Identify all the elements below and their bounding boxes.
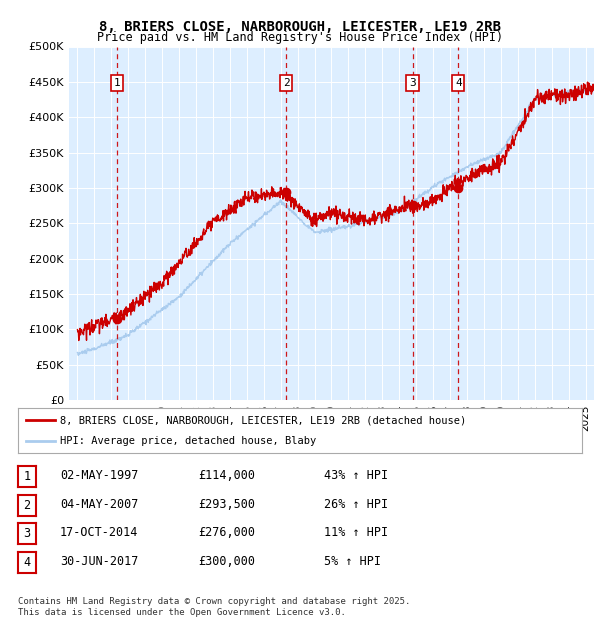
- Text: 04-MAY-2007: 04-MAY-2007: [60, 498, 139, 510]
- Text: 1: 1: [113, 78, 121, 88]
- Text: 02-MAY-1997: 02-MAY-1997: [60, 469, 139, 482]
- Text: 4: 4: [455, 78, 462, 88]
- Text: 2: 2: [23, 498, 31, 511]
- Text: 8, BRIERS CLOSE, NARBOROUGH, LEICESTER, LE19 2RB (detached house): 8, BRIERS CLOSE, NARBOROUGH, LEICESTER, …: [60, 415, 467, 425]
- Text: 1: 1: [23, 470, 31, 483]
- Text: 43% ↑ HPI: 43% ↑ HPI: [324, 469, 388, 482]
- Text: 3: 3: [23, 527, 31, 540]
- Text: £276,000: £276,000: [198, 526, 255, 539]
- Text: HPI: Average price, detached house, Blaby: HPI: Average price, detached house, Blab…: [60, 436, 317, 446]
- Text: £300,000: £300,000: [198, 555, 255, 567]
- Text: 11% ↑ HPI: 11% ↑ HPI: [324, 526, 388, 539]
- Text: 5% ↑ HPI: 5% ↑ HPI: [324, 555, 381, 567]
- Text: 3: 3: [409, 78, 416, 88]
- Text: 4: 4: [23, 556, 31, 569]
- Text: £114,000: £114,000: [198, 469, 255, 482]
- Text: 26% ↑ HPI: 26% ↑ HPI: [324, 498, 388, 510]
- Text: Contains HM Land Registry data © Crown copyright and database right 2025.
This d: Contains HM Land Registry data © Crown c…: [18, 598, 410, 617]
- Text: £293,500: £293,500: [198, 498, 255, 510]
- Text: 2: 2: [283, 78, 290, 88]
- Text: 30-JUN-2017: 30-JUN-2017: [60, 555, 139, 567]
- Text: 17-OCT-2014: 17-OCT-2014: [60, 526, 139, 539]
- Text: Price paid vs. HM Land Registry's House Price Index (HPI): Price paid vs. HM Land Registry's House …: [97, 31, 503, 44]
- Text: 8, BRIERS CLOSE, NARBOROUGH, LEICESTER, LE19 2RB: 8, BRIERS CLOSE, NARBOROUGH, LEICESTER, …: [99, 20, 501, 34]
